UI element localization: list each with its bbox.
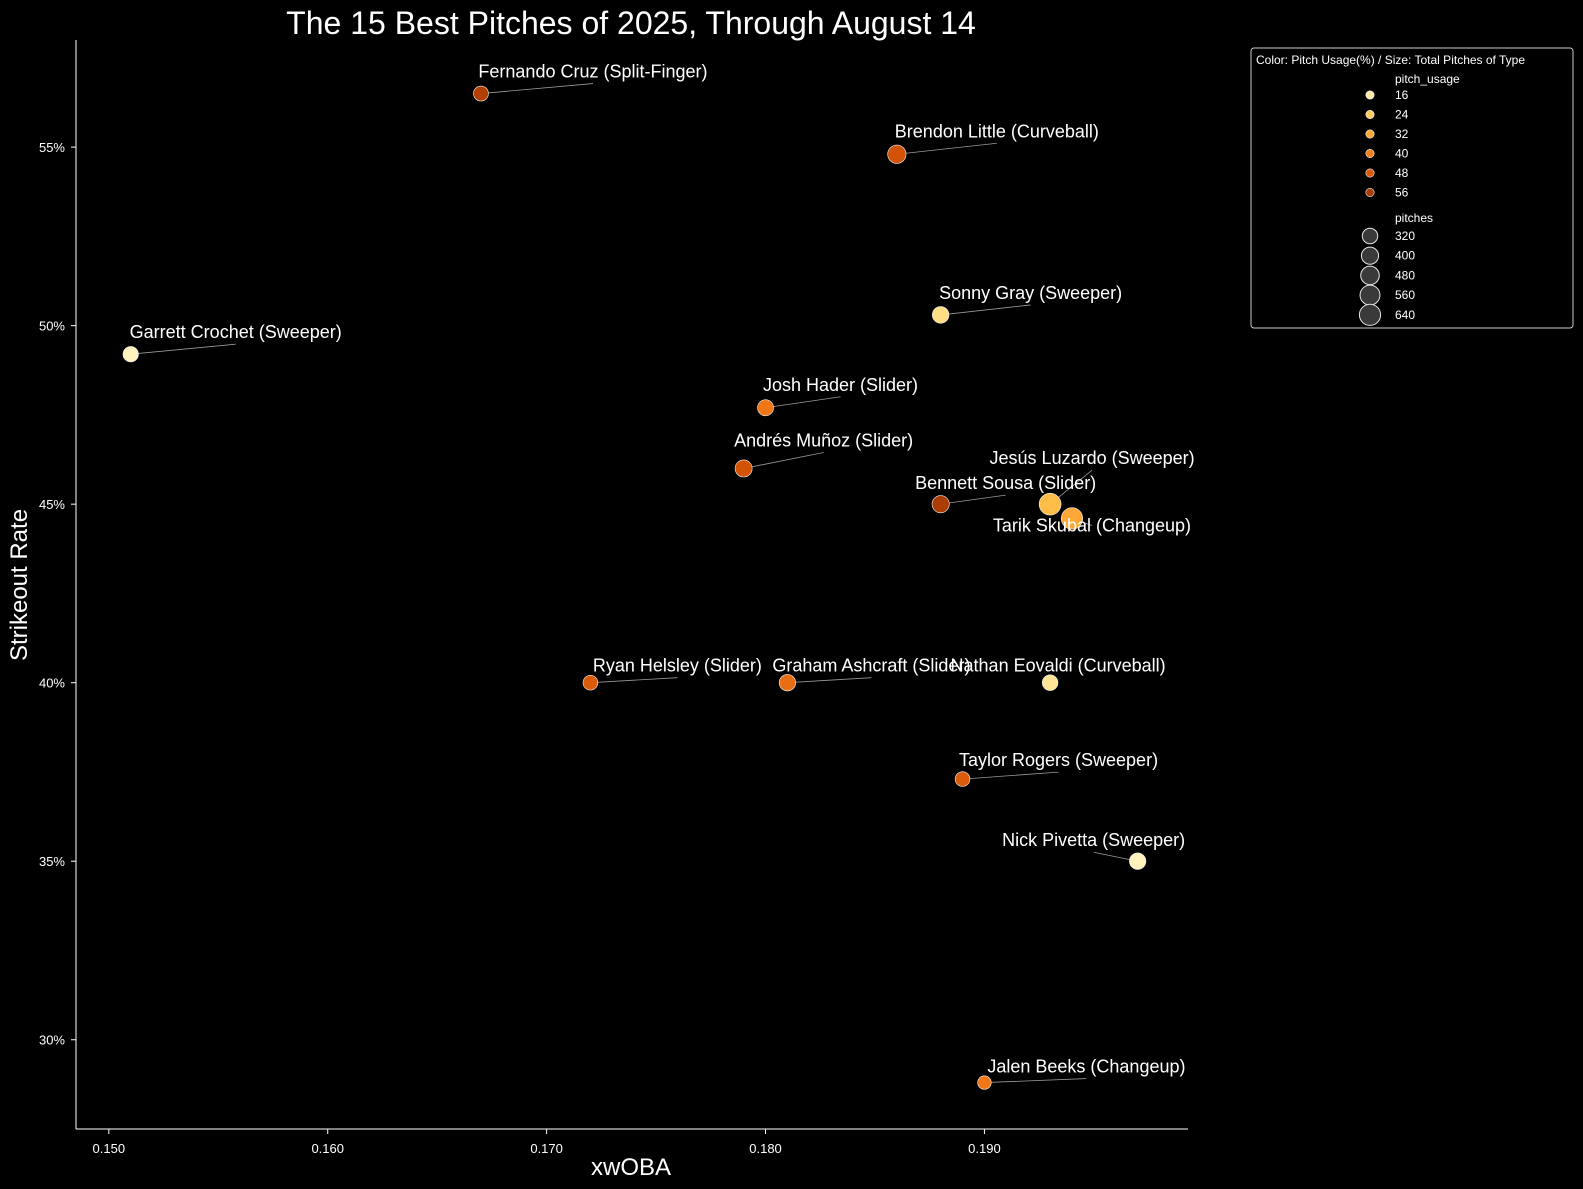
legend-color-swatch	[1365, 129, 1375, 139]
point-label: Ryan Helsley (Slider)	[593, 656, 762, 676]
point-label: Bennett Sousa (Slider)	[915, 473, 1096, 493]
point-label: Tarik Skubal (Changeup)	[993, 515, 1191, 535]
legend-size-swatch	[1360, 265, 1380, 286]
point-labels: Fernando Cruz (Split-Finger) Brendon Litt…	[130, 62, 1195, 1077]
point-label: Garrett Crochet (Sweeper)	[130, 322, 342, 342]
legend-color-label: 32	[1395, 127, 1409, 141]
x-tick-label: 0.150	[93, 1141, 126, 1156]
y-tick-label: 35%	[39, 854, 65, 869]
legend-size-items: 320 400 480 560 640	[1358, 227, 1415, 326]
legend-color-label: 48	[1395, 166, 1409, 180]
legend-color-label: 56	[1395, 186, 1409, 200]
y-axis-label: Strikeout Rate	[6, 509, 33, 661]
y-tick-label: 30%	[39, 1033, 65, 1048]
chart-title: The 15 Best Pitches of 2025, Through Aug…	[286, 5, 976, 41]
leader-line	[984, 1078, 1087, 1083]
legend: Color: Pitch Usage(%) / Size: Total Pitc…	[1250, 47, 1574, 329]
data-points	[122, 85, 1147, 1090]
legend-box	[1250, 47, 1574, 329]
leader-line	[743, 452, 824, 469]
data-point	[473, 85, 489, 102]
data-point	[1060, 507, 1084, 530]
leader-line	[962, 771, 1059, 780]
data-point	[931, 495, 950, 514]
point-label: Andrés Muñoz (Slider)	[734, 430, 913, 450]
y-tick-label: 40%	[39, 676, 65, 691]
point-label: Jalen Beeks (Changeup)	[987, 1057, 1185, 1077]
data-point	[778, 674, 796, 692]
legend-color-swatch	[1365, 110, 1375, 120]
legend-color-items: 16 24 32 40 48 56	[1365, 88, 1409, 200]
y-tick-label: 50%	[39, 319, 65, 334]
data-point	[757, 399, 774, 417]
legend-color-label: 24	[1395, 108, 1409, 122]
y-tick-label: 45%	[39, 497, 65, 512]
leader-line	[896, 142, 997, 155]
data-point	[954, 771, 971, 787]
legend-title: Color: Pitch Usage(%) / Size: Total Pitc…	[1256, 53, 1525, 67]
x-ticks: 0.150 0.160 0.170 0.180 0.190	[93, 1129, 1001, 1156]
leader-line	[787, 677, 872, 684]
legend-size-label: 400	[1395, 249, 1415, 263]
data-point	[977, 1075, 992, 1090]
data-point	[931, 306, 950, 324]
data-point	[1041, 674, 1059, 691]
data-point	[734, 459, 753, 478]
legend-color-label: 16	[1395, 88, 1409, 102]
legend-color-swatch	[1365, 90, 1375, 100]
leader-line	[480, 83, 593, 94]
leader-line	[940, 494, 1006, 505]
data-point	[887, 144, 907, 164]
data-point	[122, 346, 139, 363]
leader-line	[940, 304, 1031, 316]
point-label: Graham Ashcraft (Slider)	[772, 656, 970, 676]
data-point	[1129, 852, 1147, 870]
x-axis-label: xwOBA	[591, 1154, 671, 1181]
legend-color-label: 40	[1395, 147, 1409, 161]
legend-size-label: 320	[1395, 229, 1415, 243]
x-tick-label: 0.180	[749, 1141, 782, 1156]
legend-color-swatch	[1365, 168, 1375, 178]
legend-size-label: 480	[1395, 268, 1415, 282]
y-ticks: 30% 35% 40% 45% 50% 55%	[39, 140, 76, 1048]
point-label: Josh Hader (Slider)	[763, 375, 918, 395]
legend-size-swatch	[1361, 227, 1379, 245]
leader-line	[130, 343, 236, 355]
point-label: Jesús Luzardo (Sweeper)	[990, 448, 1195, 468]
x-tick-label: 0.160	[311, 1141, 344, 1156]
point-label: Fernando Cruz (Split-Finger)	[478, 62, 707, 82]
x-tick-label: 0.170	[530, 1141, 563, 1156]
leader-line	[765, 396, 841, 409]
legend-color-swatch	[1365, 188, 1375, 198]
label-leader-lines	[130, 83, 1138, 1083]
legend-color-swatch	[1365, 149, 1375, 159]
data-point	[1038, 492, 1062, 516]
x-tick-label: 0.190	[968, 1141, 1001, 1156]
y-tick-label: 55%	[39, 140, 65, 155]
legend-size-swatch	[1360, 246, 1380, 265]
legend-size-heading: pitches	[1395, 211, 1433, 225]
data-point	[582, 674, 599, 691]
legend-size-swatch	[1358, 303, 1382, 326]
point-label: Taylor Rogers (Sweeper)	[959, 750, 1158, 770]
point-label: Nathan Eovaldi (Curveball)	[951, 656, 1166, 676]
legend-size-label: 640	[1395, 308, 1415, 322]
point-label: Sonny Gray (Sweeper)	[939, 283, 1122, 303]
legend-color-heading: pitch_usage	[1395, 72, 1460, 86]
legend-size-swatch	[1359, 284, 1381, 306]
leader-line	[590, 677, 678, 684]
legend-size-label: 560	[1395, 288, 1415, 302]
point-label: Nick Pivetta (Sweeper)	[1002, 830, 1185, 850]
point-label: Brendon Little (Curveball)	[895, 121, 1099, 141]
